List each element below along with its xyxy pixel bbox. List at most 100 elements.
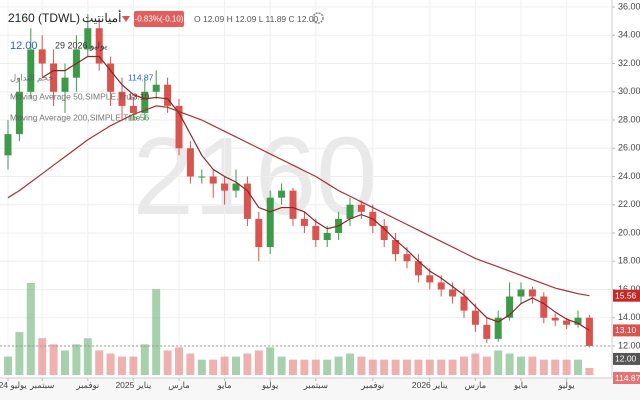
price-badge	[613, 289, 640, 302]
volume-bar	[118, 356, 126, 375]
y-tick-label: 34.00	[618, 30, 640, 40]
candle-body	[4, 134, 12, 156]
candle-body	[585, 317, 593, 346]
candle-body	[141, 91, 149, 113]
volume-bar	[471, 353, 480, 375]
candle-body	[84, 28, 92, 50]
candle-body	[243, 183, 251, 219]
y-tick-label: 16.00	[618, 284, 640, 294]
y-tick-label: 26.00	[618, 143, 640, 153]
candle-body	[540, 296, 548, 318]
volume-bar	[232, 356, 240, 375]
x-tick-label: يوليو	[558, 380, 575, 390]
y-tick-label: 12.00	[618, 340, 640, 350]
volume-bar	[61, 350, 69, 375]
price-badge	[613, 352, 640, 365]
candle-body	[107, 63, 115, 92]
volume-bar	[585, 367, 594, 375]
y-tick-label: 30.00	[618, 86, 640, 96]
legend-name: Moving Average 200,SIMPLE,True	[10, 112, 141, 122]
volume-bar	[220, 356, 229, 375]
candle-body	[471, 310, 479, 325]
volume-bar	[300, 359, 309, 375]
x-tick-label: مايو	[217, 380, 232, 390]
dropdown-arrow[interactable]	[122, 16, 130, 22]
date: 29 يوليو 2026	[55, 40, 108, 51]
volume-bar	[357, 356, 366, 375]
candle-body	[380, 225, 388, 241]
y-tick-label: 18.00	[618, 256, 640, 266]
candle-body	[494, 317, 502, 339]
x-axis-bg	[0, 378, 640, 400]
volume-bar	[460, 356, 468, 375]
candle-body	[278, 190, 286, 198]
volume-bar	[289, 359, 297, 375]
volume-bar	[186, 353, 195, 375]
price-badge-label: 114.87	[615, 373, 640, 383]
y-tick-label: 20.00	[618, 227, 640, 237]
legend-value: 15.56	[128, 112, 150, 122]
volume-bar	[494, 350, 503, 375]
candle-body	[232, 183, 240, 191]
x-tick-label: يناير 2026	[411, 380, 448, 390]
candle-body	[95, 28, 103, 64]
volume-bar	[403, 359, 411, 375]
candle-body	[209, 176, 217, 184]
volume-bar	[95, 350, 104, 375]
legend-name: Moving Average 50,SIMPLE,True	[10, 91, 136, 101]
candle-body	[414, 261, 422, 276]
volume-bar	[129, 356, 138, 375]
volume-bar	[243, 353, 252, 375]
volume-bar	[163, 350, 172, 375]
volume-bar	[311, 359, 320, 375]
volume-bar	[368, 359, 377, 375]
candle-body	[483, 324, 491, 339]
candle-body	[266, 197, 274, 248]
candle-body	[403, 254, 411, 262]
candle-body	[517, 289, 525, 297]
candle-body	[357, 204, 365, 212]
price-badge	[613, 372, 640, 384]
price-badge	[613, 324, 640, 337]
x-tick-label: مارس	[464, 380, 487, 390]
volume-bar	[551, 359, 560, 375]
candle-body	[312, 225, 320, 241]
price-badge-label: 13.10	[615, 325, 637, 335]
price-badge-label: 15.56	[615, 290, 637, 300]
volume-bar	[562, 359, 571, 375]
y-tick-label: 24.00	[618, 171, 640, 181]
x-tick-label: يوليو 2024	[0, 380, 27, 390]
x-tick-label: سبتمبر	[29, 380, 55, 390]
candle-body	[186, 148, 194, 177]
volume-bar	[106, 353, 115, 375]
volume-bar	[26, 283, 35, 375]
ohlc: O 12.09 H 12.09 L 11.89 C 12.00	[194, 14, 319, 24]
volume-bar	[4, 356, 12, 375]
candle-body	[164, 84, 172, 106]
candle-body	[574, 317, 582, 325]
candle-body	[506, 296, 514, 318]
legend-name: حجم التداول	[10, 72, 53, 83]
volume-bar	[448, 359, 457, 375]
settings-icon[interactable]	[312, 12, 324, 24]
volume-bar	[517, 356, 525, 375]
candle-body	[61, 77, 69, 92]
candle-body	[426, 275, 434, 283]
change-badge	[134, 11, 184, 27]
x-tick-label: نوفمبر	[76, 380, 100, 390]
volume-bar	[425, 359, 434, 375]
moving-average-line	[7, 105, 590, 297]
volume-bar	[266, 347, 275, 375]
x-tick-label: يناير 2025	[115, 380, 152, 390]
moving-average-line	[41, 55, 590, 331]
volume-bar	[437, 359, 446, 375]
y-tick-label: 14.00	[618, 312, 640, 322]
volume-bar	[391, 359, 400, 375]
legend-value: 114.87	[128, 72, 154, 82]
candle-body	[175, 105, 183, 149]
volume-bar	[175, 347, 183, 375]
volume-bar	[49, 344, 58, 375]
candle-body	[300, 218, 308, 226]
